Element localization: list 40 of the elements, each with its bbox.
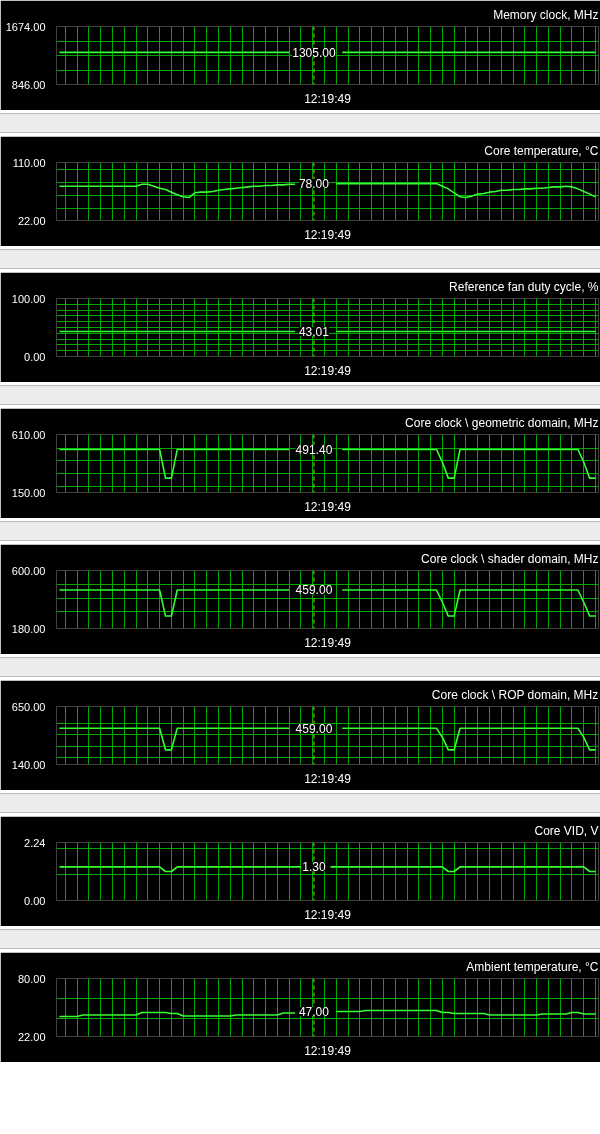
text: 12:19:49	[304, 771, 352, 786]
y-tick-label: 600.00	[11, 564, 46, 577]
chart-title: Reference fan duty cycle, %	[449, 279, 599, 294]
chart-title: Core clock \ geometric domain, MHz	[405, 415, 599, 430]
y-tick-label: 22.00	[17, 1030, 46, 1043]
chart-title: Core VID, V	[534, 823, 599, 838]
chart-title: Memory clock, MHz	[493, 7, 599, 22]
y-tick-label: 110.00	[12, 156, 46, 169]
annotation: 491.40	[295, 442, 333, 457]
y-tick-label: 140.00	[11, 758, 46, 771]
text: 12:19:49	[304, 363, 352, 378]
annotation: 459.00	[295, 583, 333, 598]
text: 12:19:49	[304, 91, 352, 106]
text: 12:19:49	[304, 907, 352, 922]
y-tick-label: 650.00	[11, 700, 46, 713]
y-tick-label: 80.00	[17, 972, 46, 985]
chart-title: Core clock \ ROP domain, MHz	[431, 687, 599, 702]
y-tick-label: 846.00	[11, 78, 46, 91]
annotation: 47.00	[298, 1005, 330, 1019]
text: 12:19:49	[304, 635, 352, 650]
annotation: 459.00	[295, 721, 333, 736]
annotation: 43.01	[298, 325, 330, 340]
y-tick-label: 180.00	[11, 622, 46, 635]
text: 12:19:49	[304, 1043, 352, 1058]
y-tick-label: 150.00	[11, 486, 46, 499]
y-tick-label: 100.00	[11, 292, 46, 305]
chart-title: Core clock \ shader domain, MHz	[421, 551, 599, 566]
y-tick-label: 0.00	[24, 350, 46, 363]
annotation: 1305.00	[292, 45, 336, 60]
chart-title: Core temperature, °C	[484, 143, 599, 158]
y-tick-label: 1674.00	[5, 20, 46, 33]
y-tick-label: 22.00	[17, 214, 46, 227]
chart-title: Ambient temperature, °C	[466, 959, 599, 974]
text: 12:19:49	[304, 499, 352, 514]
annotation: 1.30	[302, 860, 326, 875]
text: 12:19:49	[304, 227, 352, 242]
annotation: 78.00	[298, 177, 330, 192]
y-tick-label: 2.24	[24, 836, 46, 849]
y-tick-label: 0.00	[24, 894, 46, 907]
y-tick-label: 610.00	[11, 428, 46, 441]
